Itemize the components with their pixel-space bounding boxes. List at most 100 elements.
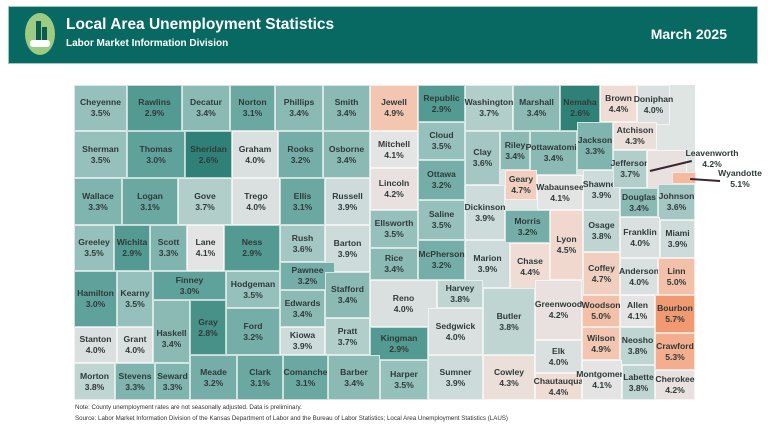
county-butler[interactable]: Butler 3.8% [483,288,535,355]
county-grant[interactable]: Grant 4.0% [117,327,153,363]
county-elk[interactable]: Elk 4.0% [535,340,582,373]
county-lyon[interactable]: Lyon 4.5% [550,210,583,280]
county-norton[interactable]: Norton 3.1% [230,85,275,131]
county-mitchell[interactable]: Mitchell 4.1% [370,131,418,168]
county-stafford[interactable]: Stafford 3.4% [325,272,370,318]
county-barber[interactable]: Barber 3.4% [328,355,380,400]
county-sherman[interactable]: Sherman 3.5% [74,131,127,178]
county-mcpherson[interactable]: McPherson 3.2% [418,240,465,280]
county-osborne[interactable]: Osborne 3.4% [323,131,370,178]
county-washington[interactable]: Washington 3.7% [465,85,513,131]
county-cheyenne[interactable]: Cheyenne 3.5% [74,85,127,131]
county-ellis[interactable]: Ellis 3.1% [280,178,325,225]
county-johnson[interactable]: Johnson 3.6% [658,184,695,220]
county-marshall[interactable]: Marshall 3.4% [513,85,560,131]
county-stevens[interactable]: Stevens 3.3% [115,363,155,400]
county-smith[interactable]: Smith 3.4% [323,85,370,131]
county-stanton[interactable]: Stanton 4.0% [74,327,117,363]
county-scott[interactable]: Scott 3.3% [150,225,187,271]
county-meade[interactable]: Meade 3.2% [190,355,237,400]
county-hamilton[interactable]: Hamilton 3.0% [74,271,117,327]
county-sedgwick[interactable]: Sedgwick 4.0% [428,308,483,355]
county-comanche[interactable]: Comanche 3.1% [283,355,328,400]
county-republic[interactable]: Republic 2.9% [418,85,465,122]
county-coffey[interactable]: Coffey 4.7% [583,252,620,295]
county-rush[interactable]: Rush 3.6% [280,225,325,262]
county-morris[interactable]: Morris 3.2% [505,210,550,243]
county-allen[interactable]: Allen 4.1% [620,295,655,327]
county-cloud[interactable]: Cloud 3.5% [418,122,465,160]
county-ford[interactable]: Ford 3.2% [226,308,280,355]
county-cherokee[interactable]: Cherokee 4.2% [655,370,695,400]
county-linn[interactable]: Linn 5.0% [658,258,695,295]
county-ness[interactable]: Ness 2.9% [224,225,280,271]
county-finney[interactable]: Finney 3.0% [153,271,226,300]
county-harper[interactable]: Harper 3.5% [380,360,428,400]
county-wyandotte[interactable] [672,172,696,184]
county-rooks[interactable]: Rooks 3.2% [278,131,323,178]
county-atchison[interactable]: Atchison 4.3% [613,122,657,150]
county-marion[interactable]: Marion 3.9% [465,240,510,288]
county-wilson[interactable]: Wilson 4.9% [582,327,620,360]
county-clark[interactable]: Clark 3.1% [237,355,283,400]
county-reno[interactable]: Reno 4.0% [370,280,437,327]
county-franklin[interactable]: Franklin 4.0% [620,217,660,258]
county-rate: 3.5% [90,108,111,118]
county-neosho[interactable]: Neosho 3.8% [620,327,655,365]
county-geary[interactable]: Geary 4.7% [505,170,537,200]
county-kingman[interactable]: Kingman 2.9% [370,327,428,360]
county-clay[interactable]: Clay 3.6% [465,131,500,185]
county-hodgeman[interactable]: Hodgeman 3.5% [226,271,280,308]
county-douglas[interactable]: Douglas 3.4% [620,188,658,217]
county-saline[interactable]: Saline 3.5% [418,200,465,240]
county-wallace[interactable]: Wallace 3.3% [74,178,122,225]
county-rice[interactable]: Rice 3.4% [370,248,418,280]
county-greeley[interactable]: Greeley 3.5% [74,225,114,271]
county-morton[interactable]: Morton 3.8% [74,363,115,400]
county-gray[interactable]: Gray 2.8% [190,300,226,355]
county-sheridan[interactable]: Sheridan 2.6% [185,131,232,178]
county-jackson[interactable]: Jackson 3.3% [577,122,613,170]
county-graham[interactable]: Graham 4.0% [232,131,278,178]
county-wichita[interactable]: Wichita 2.9% [114,225,150,271]
county-jefferson[interactable]: Jefferson 3.7% [611,150,649,188]
county-labette[interactable]: Labette 3.8% [622,365,655,400]
county-sumner[interactable]: Sumner 3.9% [428,355,483,400]
county-trego[interactable]: Trego 4.0% [232,178,280,225]
county-brown[interactable]: Brown 4.4% [600,85,637,122]
county-edwards[interactable]: Edwards 3.4% [280,290,325,327]
county-russell[interactable]: Russell 3.9% [325,178,370,225]
county-pratt[interactable]: Pratt 3.7% [325,318,370,355]
county-bourbon[interactable]: Bourbon 5.7% [655,295,695,333]
county-rawlins[interactable]: Rawlins 2.9% [127,85,182,131]
county-kearny[interactable]: Kearny 3.5% [117,271,153,327]
county-miami[interactable]: Miami 3.9% [660,220,695,258]
county-harvey[interactable]: Harvey 3.8% [437,280,483,308]
county-dickinson[interactable]: Dickinson 3.9% [464,185,506,240]
county-ellsworth[interactable]: Ellsworth 3.5% [370,210,418,248]
county-crawford[interactable]: Crawford 5.3% [655,333,695,370]
county-montgomery[interactable]: Montgomery 4.1% [576,360,628,400]
county-lincoln[interactable]: Lincoln 4.2% [370,168,418,210]
county-decatur[interactable]: Decatur 3.4% [182,85,230,131]
county-riley[interactable]: Riley 3.4% [500,131,530,170]
county-cowley[interactable]: Cowley 4.3% [483,355,535,400]
county-wabaunsee[interactable]: Wabaunsee 4.1% [536,175,584,210]
county-ottawa[interactable]: Ottawa 3.2% [418,160,465,200]
county-osage[interactable]: Osage 3.8% [583,210,620,252]
county-greenwood[interactable]: Greenwood 4.2% [535,280,582,340]
county-logan[interactable]: Logan 3.1% [122,178,178,225]
county-gove[interactable]: Gove 3.7% [178,178,232,225]
county-haskell[interactable]: Haskell 3.4% [153,300,190,363]
county-jewell[interactable]: Jewell 4.9% [370,85,418,131]
county-pottawatomie[interactable]: Pottawatomie 3.4% [526,131,581,175]
county-lane[interactable]: Lane 4.1% [187,225,224,271]
county-doniphan[interactable]: Doniphan 4.0% [634,85,673,125]
county-anderson[interactable]: Anderson 4.0% [619,258,659,295]
county-seward[interactable]: Seward 3.3% [155,363,190,400]
county-thomas[interactable]: Thomas 3.0% [127,131,185,178]
county-kiowa[interactable]: Kiowa 3.9% [280,327,325,355]
county-woodson[interactable]: Woodson 5.0% [582,295,621,327]
county-phillips[interactable]: Phillips 3.4% [275,85,323,131]
county-chautauqua[interactable]: Chautauqua 4.4% [534,373,583,400]
